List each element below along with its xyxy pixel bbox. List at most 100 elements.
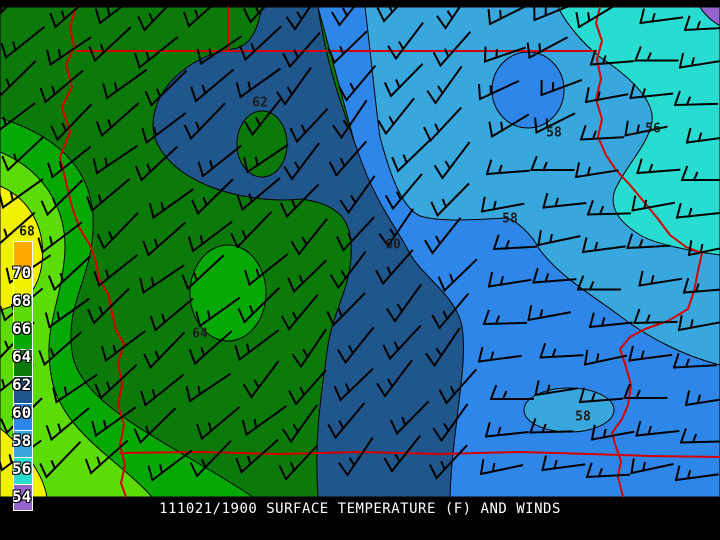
wind-barb xyxy=(482,309,528,326)
wind-barb xyxy=(134,145,179,182)
wind-barb xyxy=(530,155,575,172)
wind-barb xyxy=(328,140,368,177)
wind-barb xyxy=(86,178,131,212)
wind-barb xyxy=(52,373,98,404)
wind-barb xyxy=(149,297,194,332)
wind-barb xyxy=(181,254,225,290)
colorbar-label: 68 xyxy=(12,291,32,310)
fill-dark-green-enclave-62 xyxy=(236,110,288,178)
wind-barb xyxy=(275,66,312,106)
wind-barb xyxy=(384,173,423,210)
colorbar-label: 54 xyxy=(12,487,32,506)
wind-barb xyxy=(425,327,461,367)
wind-barb xyxy=(634,46,679,62)
wind-barb xyxy=(197,144,242,178)
wind-barb xyxy=(424,217,462,255)
wind-barb xyxy=(49,7,93,29)
wind-barb xyxy=(579,124,624,141)
wind-barb xyxy=(244,253,289,286)
colorbar-label: 62 xyxy=(12,375,32,394)
colorbar-label: 66 xyxy=(12,319,32,338)
wind-barb xyxy=(47,145,92,179)
wind-barb xyxy=(237,286,281,324)
wind-barb xyxy=(636,158,681,175)
wind-barb xyxy=(484,421,529,438)
wind-barb xyxy=(46,36,92,66)
wind-barb xyxy=(684,390,720,407)
wind-barb xyxy=(50,103,93,141)
wind-barb xyxy=(541,455,586,472)
wind-barb xyxy=(623,383,668,400)
wind-barb xyxy=(196,406,241,440)
wind-barb xyxy=(529,418,574,434)
wind-barb xyxy=(331,7,369,27)
wind-barb xyxy=(94,363,138,400)
colorbar-label: 58 xyxy=(12,431,32,450)
wind-barb xyxy=(675,202,720,219)
wind-barb xyxy=(0,102,36,134)
wind-barb xyxy=(92,144,139,175)
wind-barb xyxy=(423,106,462,142)
wind-barb xyxy=(134,36,179,69)
wind-barb xyxy=(583,349,628,366)
fill-purple-corner xyxy=(699,7,720,27)
wind-barb xyxy=(590,424,635,441)
wind-barb xyxy=(430,182,470,217)
wind-barb xyxy=(488,113,530,138)
wind-barb xyxy=(480,196,525,213)
wind-barb xyxy=(100,330,146,362)
top-black-bar xyxy=(0,0,720,7)
wind-barb xyxy=(574,162,619,179)
wind-barb xyxy=(575,7,617,29)
wind-barb xyxy=(677,315,720,332)
wind-barb xyxy=(333,368,374,402)
wind-barb xyxy=(241,405,287,436)
wind-barb xyxy=(432,403,469,442)
wind-barb xyxy=(95,102,140,137)
colorbar-label: 56 xyxy=(12,459,32,478)
wind-barb xyxy=(539,342,584,359)
wind-barb xyxy=(527,305,571,322)
wind-barb xyxy=(148,188,194,219)
wind-barb xyxy=(542,192,587,209)
wind-barb xyxy=(37,221,83,254)
wind-barb xyxy=(329,250,367,289)
wind-barb xyxy=(40,179,84,216)
wind-barb xyxy=(327,30,368,64)
wind-barb xyxy=(235,438,279,474)
wind-barb xyxy=(682,277,720,294)
wind-barb xyxy=(432,31,472,67)
state-boundary-line xyxy=(595,7,703,497)
wind-barb xyxy=(624,120,668,137)
wind-barb xyxy=(479,459,524,476)
wind-barb xyxy=(288,369,327,406)
wind-barb xyxy=(382,324,422,360)
wind-barb xyxy=(285,7,321,31)
wind-barb xyxy=(183,102,226,140)
wind-barb xyxy=(338,437,374,477)
wind-barb xyxy=(633,308,678,325)
wind-barb xyxy=(326,292,366,327)
wind-barb xyxy=(291,328,327,368)
wind-barb xyxy=(191,178,234,215)
wind-barb xyxy=(188,330,233,365)
wind-barb xyxy=(242,360,280,399)
weather-map xyxy=(0,7,720,497)
colorbar-label: 60 xyxy=(12,403,32,422)
wind-barb xyxy=(45,407,90,441)
wind-barb xyxy=(387,21,424,60)
wind-barb xyxy=(477,346,522,363)
state-boundary-line xyxy=(119,451,720,458)
wind-barb xyxy=(339,175,376,214)
wind-barb xyxy=(327,402,366,439)
wind-barb xyxy=(187,220,233,253)
wind-barb xyxy=(578,387,623,404)
wind-barb xyxy=(526,36,568,59)
wind-barb xyxy=(630,458,674,475)
wind-barb xyxy=(230,211,273,249)
wind-barb xyxy=(44,297,90,329)
fill-dark-blue-band xyxy=(152,7,464,497)
wind-barb xyxy=(672,352,717,369)
wind-barb xyxy=(144,69,188,107)
wind-barb xyxy=(626,233,671,250)
